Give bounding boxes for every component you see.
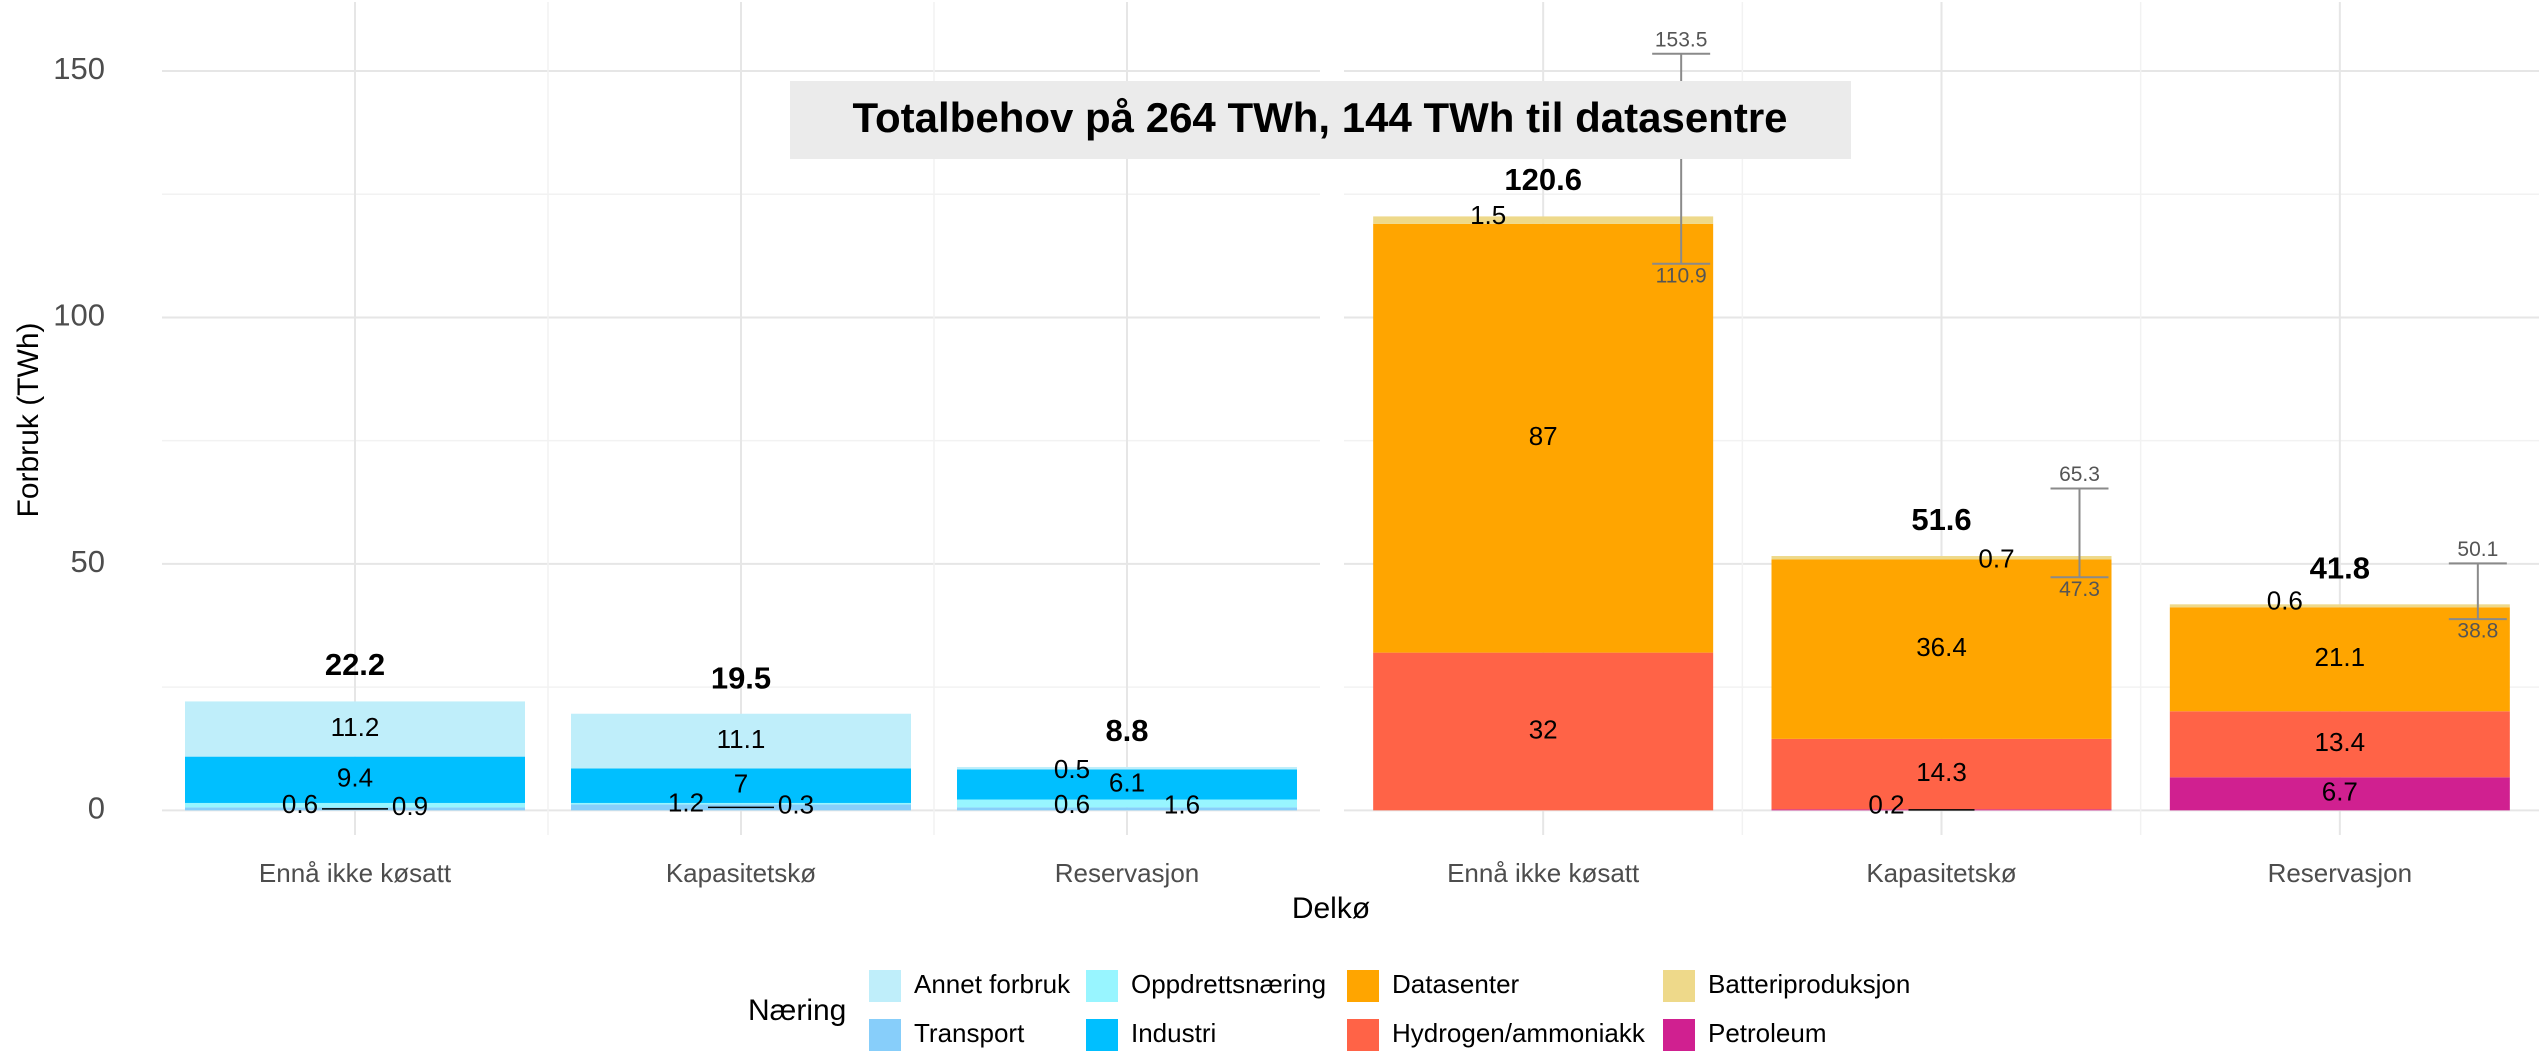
total-label: 19.5 bbox=[711, 660, 771, 695]
value-label: 14.3 bbox=[1916, 757, 1967, 787]
legend-label: Oppdrettsnæring bbox=[1131, 969, 1326, 999]
value-label: 0.3 bbox=[778, 790, 814, 820]
value-label: 32 bbox=[1529, 714, 1558, 744]
bar-segment bbox=[1373, 216, 1714, 224]
error-label: 110.9 bbox=[1656, 264, 1707, 287]
bar-segment bbox=[2169, 711, 2510, 778]
legend-label: Annet forbruk bbox=[914, 969, 1071, 999]
annotation-box bbox=[790, 81, 1851, 159]
value-label: 1.2 bbox=[668, 787, 704, 817]
legend-label: Datasenter bbox=[1392, 969, 1520, 999]
bar-segment bbox=[957, 766, 1297, 770]
error-label: 153.5 bbox=[1655, 28, 1708, 51]
legend-label: Industri bbox=[1131, 1018, 1216, 1048]
legend-label: Transport bbox=[914, 1018, 1025, 1048]
y-tick-label: 100 bbox=[53, 298, 105, 333]
legend-key bbox=[1663, 1019, 1695, 1051]
total-label: 8.8 bbox=[1105, 713, 1148, 748]
legend-label: Hydrogen/ammoniakk bbox=[1392, 1018, 1646, 1048]
total-label: 22.2 bbox=[325, 647, 385, 682]
total-label: 41.8 bbox=[2310, 551, 2370, 586]
total-label: 51.6 bbox=[1911, 502, 1971, 537]
x-tick-label: Kapasitetskø bbox=[666, 858, 816, 888]
value-label: 21.1 bbox=[2315, 642, 2366, 672]
legend-key bbox=[1086, 970, 1118, 1002]
bar-segment bbox=[571, 802, 911, 805]
value-label: 7 bbox=[734, 769, 748, 799]
y-tick-label: 0 bbox=[88, 791, 105, 826]
y-axis-label: Forbruk (TWh) bbox=[12, 323, 45, 518]
value-label: 36.4 bbox=[1916, 632, 1967, 662]
legend-key bbox=[1347, 1019, 1379, 1051]
legend-label: Batteriproduksjon bbox=[1708, 969, 1910, 999]
error-label: 47.3 bbox=[2059, 578, 2100, 601]
y-tick-label: 50 bbox=[71, 544, 105, 579]
error-label: 50.1 bbox=[2457, 538, 2498, 561]
value-label: 13.4 bbox=[2315, 727, 2366, 757]
value-label: 0.6 bbox=[1054, 789, 1090, 819]
bar-segment bbox=[957, 769, 1297, 800]
x-tick-label: Ennå ikke køsatt bbox=[1447, 858, 1640, 888]
bar-segment bbox=[1771, 738, 2112, 810]
bar-segment bbox=[1771, 556, 2112, 560]
bar-segment bbox=[571, 768, 911, 803]
x-tick-label: Kapasitetskø bbox=[1866, 858, 2016, 888]
legend-key bbox=[869, 970, 901, 1002]
legend-key bbox=[1347, 970, 1379, 1002]
error-label: 38.8 bbox=[2457, 620, 2498, 643]
x-tick-label: Ennå ikke køsatt bbox=[259, 858, 452, 888]
bar-segment bbox=[1373, 652, 1714, 811]
value-label: 1.6 bbox=[1164, 789, 1200, 819]
total-label: 120.6 bbox=[1504, 162, 1582, 197]
bar-segment bbox=[185, 756, 525, 803]
bar-segment bbox=[1373, 223, 1714, 653]
bar-segment bbox=[2169, 607, 2510, 712]
value-label: 11.1 bbox=[717, 724, 766, 754]
value-label: 9.4 bbox=[337, 763, 373, 793]
bar-segment bbox=[957, 799, 1297, 808]
bar-segment bbox=[185, 802, 525, 808]
x-tick-label: Reservasjon bbox=[1055, 858, 1200, 888]
value-label: 0.6 bbox=[282, 789, 318, 819]
value-label: 0.9 bbox=[392, 791, 428, 821]
legend-title: Næring bbox=[748, 994, 846, 1027]
x-tick-label: Reservasjon bbox=[2268, 858, 2413, 888]
bar-segment bbox=[185, 701, 525, 757]
value-label: 0.7 bbox=[1978, 544, 2014, 574]
value-label: 0.5 bbox=[1054, 754, 1090, 784]
value-label: 11.2 bbox=[331, 712, 380, 742]
legend-key bbox=[1086, 1019, 1118, 1051]
legend-key bbox=[869, 1019, 901, 1051]
bar-segment bbox=[957, 807, 1297, 811]
x-axis-label: Delkø bbox=[1292, 892, 1370, 925]
value-label: 0.6 bbox=[2267, 586, 2303, 616]
annotation: Totalbehov på 264 TWh, 144 TWh til datas… bbox=[852, 94, 1787, 141]
bar-segment bbox=[2169, 777, 2510, 811]
bar-segment bbox=[571, 713, 911, 769]
legend-key bbox=[1663, 970, 1695, 1002]
bar-segment bbox=[2169, 604, 2510, 608]
value-label: 0.2 bbox=[1868, 790, 1904, 820]
legend-label: Petroleum bbox=[1708, 1018, 1827, 1048]
value-label: 87 bbox=[1529, 421, 1558, 451]
value-label: 6.1 bbox=[1109, 767, 1145, 797]
y-tick-label: 150 bbox=[53, 51, 105, 86]
bar-segment bbox=[1771, 559, 2112, 739]
error-label: 65.3 bbox=[2059, 463, 2100, 486]
value-label: 6.7 bbox=[2322, 777, 2358, 807]
value-label: 1.5 bbox=[1470, 200, 1506, 230]
